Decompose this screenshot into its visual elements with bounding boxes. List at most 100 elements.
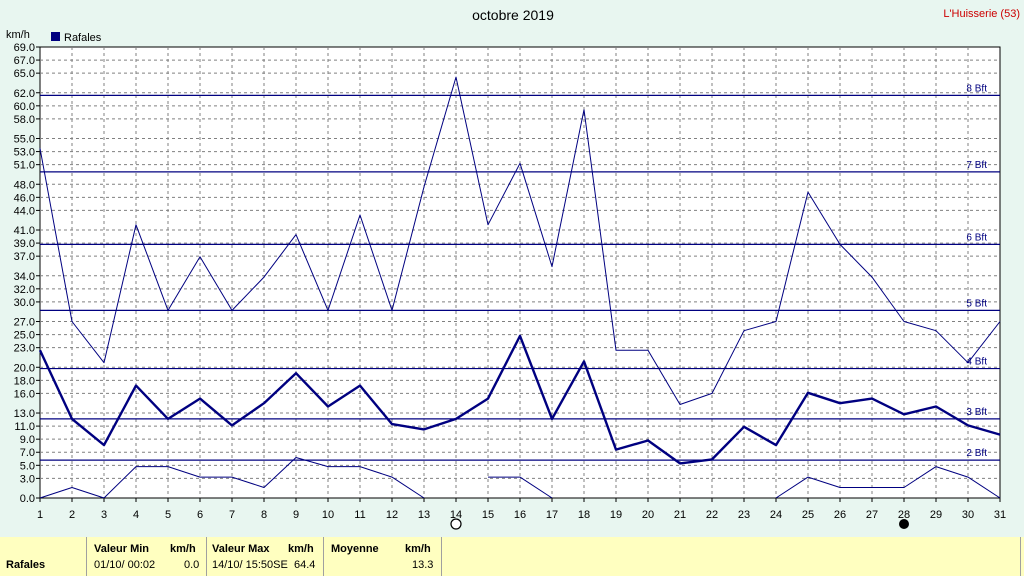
footer-divider [86,537,87,576]
beaufort-label: 5 Bft [966,298,987,309]
x-tick-label: 8 [261,509,267,521]
y-axis-unit: km/h [6,29,30,41]
x-tick-label: 19 [610,509,622,521]
y-tick-label: 20.0 [14,362,35,374]
series-line-moyenne [38,334,1001,465]
y-tick-label: 16.0 [14,388,35,400]
x-tick-label: 30 [962,509,974,521]
x-tick-label: 22 [706,509,718,521]
x-tick-label: 16 [514,509,526,521]
y-tick-label: 55.0 [14,134,35,146]
y-tick-label: 11.0 [14,421,35,433]
series-line-min [488,476,553,499]
y-tick-label: 32.0 [14,284,35,296]
y-tick-label: 27.0 [14,317,35,329]
x-tick-label: 4 [133,509,139,521]
y-tick-label: 39.0 [14,238,35,250]
x-tick-label: 24 [770,509,782,521]
x-tick-label: 11 [354,509,365,521]
moon-markers [450,518,909,530]
chart-title: octobre 2019 [472,7,554,23]
avg-value: 13.3 [412,559,434,571]
y-tick-label: 0.0 [20,493,35,505]
series-line-min [775,466,1001,499]
min-date: 01/10/ 00:02 [94,559,156,571]
min-value: 0.0 [184,559,200,571]
new-moon-icon [450,518,462,530]
x-tick-label: 6 [197,509,203,521]
x-tick-label: 23 [738,509,750,521]
wind-chart: octobre 2019 L'Huisserie (53) km/h Rafal… [6,7,1020,530]
x-tick-label: 9 [293,509,299,521]
x-tick-label: 29 [930,509,942,521]
x-tick-label: 1 [37,509,43,521]
footer-row-label: Rafales [6,559,46,571]
series [38,76,1001,499]
x-tick-label: 5 [165,509,171,521]
x-tick-label: 31 [994,509,1006,521]
beaufort-label: 7 Bft [966,160,987,171]
x-tick-label: 26 [834,509,846,521]
y-tick-label: 25.0 [14,330,35,342]
x-tick-label: 25 [802,509,814,521]
series-line-max [39,76,1001,405]
y-tick-label: 69.0 [14,42,35,54]
x-tick-label: 20 [642,509,654,521]
x-tick-label: 13 [418,509,430,521]
plot-area [39,46,1001,499]
y-tick-label: 5.0 [20,460,35,472]
y-tick-label: 3.0 [20,473,35,485]
x-tick-label: 17 [546,509,558,521]
beaufort-label: 2 Bft [966,448,987,459]
y-tick-label: 34.0 [14,271,35,283]
y-tick-label: 53.0 [14,147,35,159]
x-tick-label: 14 [450,509,462,521]
max-value: 64.4 [294,559,316,571]
y-tick-label: 7.0 [20,447,35,459]
beaufort-label: 6 Bft [966,232,987,243]
max-unit: km/h [288,543,314,555]
x-tick-label: 18 [578,509,590,521]
y-tick-label: 62.0 [14,88,35,100]
x-tick-label: 28 [898,509,910,521]
footer-divider [323,537,324,576]
legend-label: Rafales [64,32,102,44]
min-unit: km/h [170,543,196,555]
y-tick-label: 58.0 [14,114,35,126]
summary-footer: Rafales Valeur Min km/h 01/10/ 00:02 0.0… [0,537,1024,576]
y-tick-label: 23.0 [14,343,35,355]
avg-unit: km/h [405,543,431,555]
y-tick-label: 9.0 [20,434,35,446]
y-tick-label: 67.0 [14,55,35,67]
footer-divider [206,537,207,576]
y-tick-label: 37.0 [14,251,35,263]
beaufort-lines: 2 Bft 3 Bft 4 Bft 5 Bft 6 Bft 7 Bft 8 Bft [40,83,1000,461]
y-tick-label: 13.0 [14,408,35,420]
beaufort-label: 4 Bft [966,357,987,368]
x-ticks: 1 2 3 4 5 6 7 8 9 10 11 12 13 14 15 16 17 18 19 20 21 22 23 24 2… [37,498,1006,521]
x-tick-label: 2 [69,509,75,521]
max-header: Valeur Max [212,543,270,555]
y-ticks: 0.03.05.07.09.011.013.016.018.020.023.02… [14,42,40,505]
y-tick-label: 18.0 [14,375,35,387]
footer-divider [441,537,442,576]
x-tick-label: 7 [229,509,235,521]
y-tick-label: 46.0 [14,192,35,204]
grid [40,47,1000,498]
y-tick-label: 30.0 [14,297,35,309]
y-tick-label: 41.0 [14,225,35,237]
avg-header: Moyenne [331,543,379,555]
legend-swatch [51,32,60,41]
x-tick-label: 12 [386,509,398,521]
footer-divider [1020,537,1021,576]
x-tick-label: 21 [674,509,686,521]
y-tick-label: 51.0 [14,160,35,172]
y-tick-label: 44.0 [14,205,35,217]
max-date: 14/10/ 15:50SE [212,559,288,571]
y-tick-label: 48.0 [14,179,35,191]
x-tick-label: 15 [482,509,494,521]
min-header: Valeur Min [94,543,150,555]
y-tick-label: 60.0 [14,101,35,113]
beaufort-label: 8 Bft [966,83,987,94]
y-tick-label: 65.0 [14,68,35,80]
